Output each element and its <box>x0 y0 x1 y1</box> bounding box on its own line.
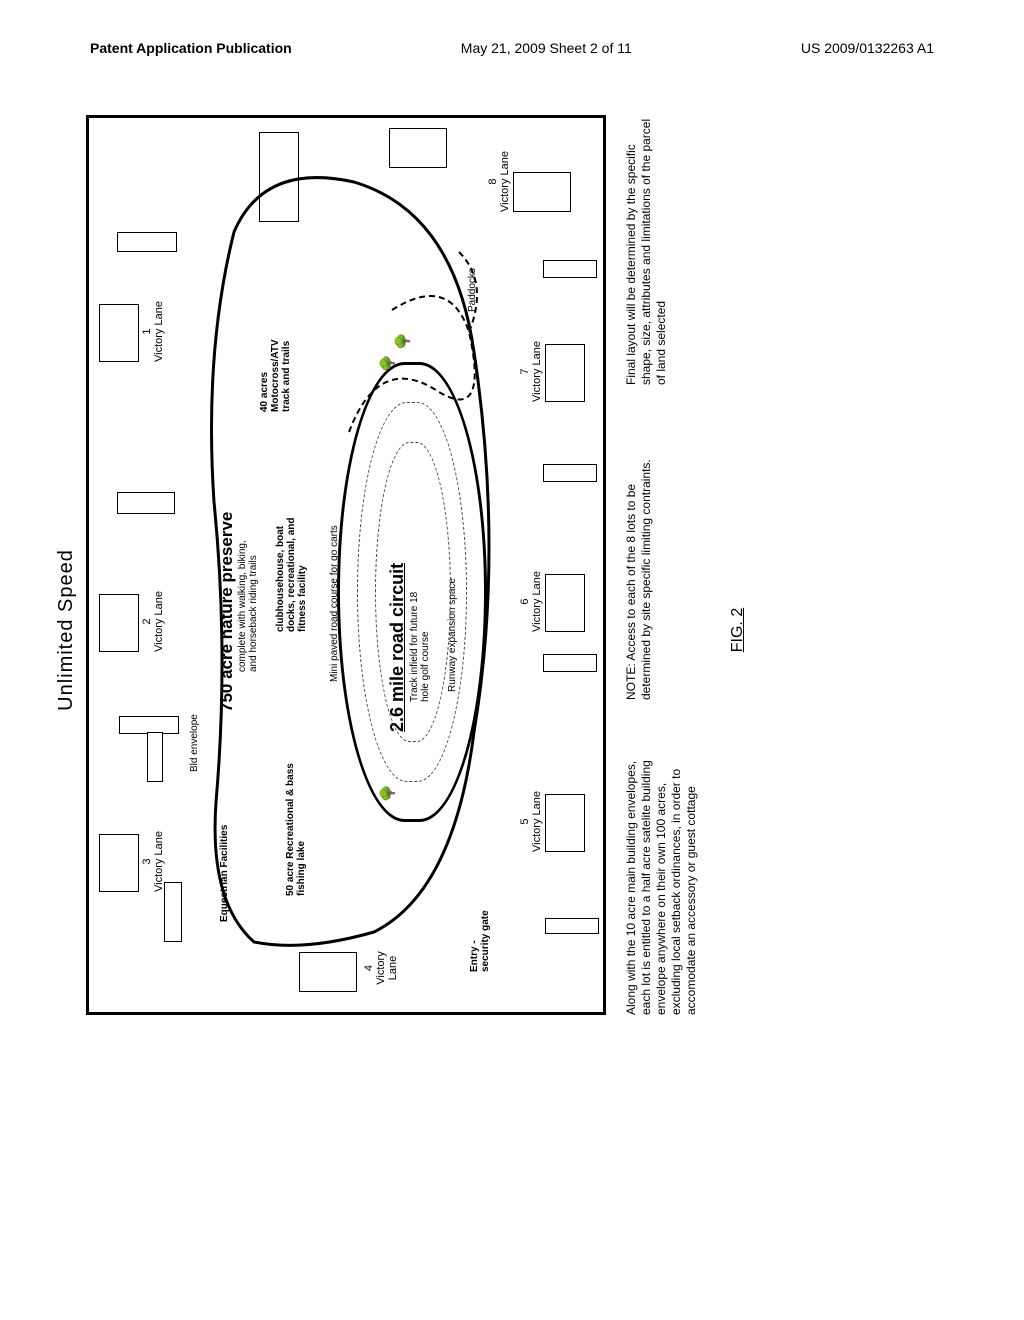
lot-4: 4Victory Lane <box>299 952 357 992</box>
paddock-curves <box>339 232 499 452</box>
bld-env <box>543 260 597 278</box>
lot-7: 7Victory Lane <box>517 341 585 402</box>
bld-env <box>117 492 175 514</box>
figure-notes: Along with the 10 acre main building env… <box>624 115 699 1015</box>
note-center: NOTE: Access to each of the 8 lots to be… <box>624 430 699 700</box>
bld-envelope-label: Bld envelope <box>189 714 200 772</box>
tree-icon: 🌳 <box>379 355 396 372</box>
header-right: US 2009/0132263 A1 <box>801 40 934 56</box>
bld-env <box>543 654 597 672</box>
lot-2: 2Victory Lane <box>99 591 165 652</box>
lot-1: 1Victory Lane <box>99 301 165 362</box>
lot-5: 5Victory Lane <box>517 791 585 852</box>
lot-3: 3Victory Lane <box>99 831 165 892</box>
bld-env <box>545 918 599 934</box>
note-left: Along with the 10 acre main building env… <box>624 745 699 1015</box>
figure-title: Unlimited Speed <box>55 245 78 1015</box>
figure-rotated-wrap: Unlimited Speed 1Victory Lane 2Victory L… <box>55 245 955 1015</box>
road-inner-2 <box>375 442 451 742</box>
header-left: Patent Application Publication <box>90 40 292 56</box>
tree-icon: 🌳 <box>394 333 411 350</box>
header-center: May 21, 2009 Sheet 2 of 11 <box>461 40 632 56</box>
figure-caption: FIG. 2 <box>729 245 747 1015</box>
tree-icon: 🌳 <box>379 785 396 802</box>
bld-env <box>117 232 177 252</box>
bld-env <box>543 464 597 482</box>
bld-env <box>164 882 182 942</box>
note-right: Final layout will be determined by the s… <box>624 115 699 385</box>
site-plan-box: 1Victory Lane 2Victory Lane 3Victory Lan… <box>86 115 606 1015</box>
lot-6: 6Victory Lane <box>517 571 585 632</box>
bld-env <box>147 732 163 782</box>
page-header: Patent Application Publication May 21, 2… <box>0 0 1024 66</box>
